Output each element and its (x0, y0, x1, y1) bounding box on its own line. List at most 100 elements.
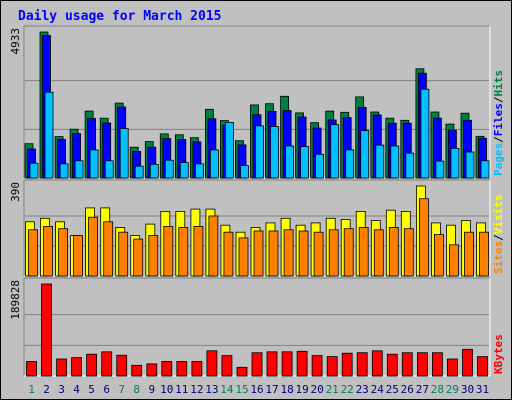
y-tick-label: 4933 (9, 28, 22, 55)
chart-panel-3: 189828 KBytes (9, 277, 505, 377)
bar-sites-day-31 (479, 231, 489, 277)
bar-sites-day-11 (178, 227, 189, 277)
bar-pages-day-7 (119, 128, 129, 179)
bar-kbytes-day-2 (41, 283, 52, 377)
bar-kbytes-day-20 (311, 355, 323, 377)
bar-sites-day-19 (298, 230, 309, 277)
x-tick-label-day-23: 23 (356, 383, 369, 396)
legend-entry-pages: Pages (492, 143, 505, 176)
x-tick-label-day-3: 3 (58, 383, 65, 396)
bar-pages-day-28 (435, 160, 445, 179)
bar-kbytes-day-13 (206, 350, 218, 377)
bar-kbytes-day-15 (236, 366, 248, 377)
bar-kbytes-day-17 (266, 351, 278, 377)
bar-sites-day-12 (193, 225, 204, 277)
bar-sites-day-16 (253, 230, 264, 277)
bar-sites-day-8 (133, 238, 144, 277)
bar-kbytes-day-19 (296, 350, 308, 377)
bar-pages-day-1 (29, 162, 39, 179)
bar-pages-day-19 (300, 146, 310, 179)
x-tick-label-day-24: 24 (371, 383, 385, 396)
legend: KBytes (492, 334, 505, 374)
bar-pages-day-6 (104, 160, 114, 179)
bar-kbytes-day-6 (101, 351, 113, 377)
bar-pages-day-27 (420, 88, 430, 179)
x-tick-label-day-1: 1 (28, 383, 35, 396)
x-tick-label-day-31: 31 (476, 383, 489, 396)
x-tick-label-day-2: 2 (43, 383, 50, 396)
x-tick-label-day-20: 20 (310, 383, 323, 396)
bar-kbytes-day-31 (477, 356, 488, 377)
bar-sites-day-14 (223, 231, 234, 277)
bar-sites-day-20 (313, 231, 324, 277)
bar-sites-day-5 (88, 216, 98, 277)
bar-pages-day-23 (360, 130, 370, 179)
bar-sites-day-2 (43, 225, 53, 277)
bar-sites-day-24 (373, 229, 384, 277)
legend-entry-files: Files (492, 103, 505, 136)
x-tick-label-day-18: 18 (280, 383, 293, 396)
bar-pages-day-16 (255, 125, 264, 179)
x-tick-label-day-10: 10 (160, 383, 173, 396)
bar-sites-day-26 (403, 228, 414, 277)
bar-sites-day-3 (58, 228, 68, 277)
chart-title: Daily usage for March 2015 (18, 9, 222, 24)
bar-kbytes-day-25 (386, 353, 398, 377)
x-tick-label-day-15: 15 (235, 383, 248, 396)
legend-entry-hits: Hits (492, 70, 505, 97)
bar-pages-day-21 (330, 124, 340, 179)
bar-kbytes-day-29 (446, 358, 458, 377)
bar-kbytes-day-24 (371, 350, 383, 377)
bar-pages-day-12 (194, 163, 204, 179)
bar-kbytes-day-21 (326, 356, 338, 377)
x-tick-label-day-14: 14 (220, 383, 234, 396)
bar-pages-day-8 (134, 165, 144, 179)
bar-kbytes-day-26 (401, 352, 413, 377)
legend-separator: / (492, 96, 505, 103)
bar-pages-day-29 (450, 147, 460, 179)
bar-kbytes-day-14 (221, 355, 233, 377)
x-tick-label-day-12: 12 (190, 383, 203, 396)
bar-sites-day-4 (73, 235, 83, 277)
x-tick-label-day-4: 4 (73, 383, 80, 396)
x-tick-label-day-8: 8 (133, 383, 140, 396)
x-tick-label-day-5: 5 (88, 383, 95, 396)
x-tick-label-day-22: 22 (341, 383, 354, 396)
bar-sites-day-10 (163, 225, 174, 277)
bar-pages-day-3 (59, 163, 69, 179)
bar-sites-day-28 (433, 234, 444, 277)
bar-kbytes-day-12 (191, 361, 203, 377)
bar-sites-day-18 (283, 229, 294, 277)
bar-sites-day-22 (343, 228, 354, 277)
bar-kbytes-day-10 (161, 361, 173, 377)
bar-kbytes-day-16 (251, 352, 263, 377)
bar-kbytes-day-22 (341, 352, 353, 377)
bar-kbytes-day-18 (281, 351, 293, 377)
bar-sites-day-6 (103, 221, 114, 277)
bar-pages-day-31 (480, 160, 490, 179)
bar-kbytes-day-9 (146, 363, 158, 377)
bar-sites-day-21 (328, 229, 339, 277)
x-tick-label-day-25: 25 (386, 383, 399, 396)
bar-sites-day-29 (448, 244, 459, 277)
legend-separator: / (492, 234, 505, 241)
x-tick-label-day-17: 17 (265, 383, 278, 396)
bar-kbytes-day-11 (176, 361, 188, 377)
bar-pages-day-4 (74, 160, 84, 179)
legend: Pages/Files/Hits (492, 70, 505, 176)
bar-sites-day-27 (418, 198, 429, 277)
bar-kbytes-day-5 (86, 353, 97, 377)
legend-entry-sites: Sites (492, 241, 505, 274)
bar-sites-day-1 (28, 229, 38, 277)
x-tick-label-day-21: 21 (326, 383, 339, 396)
bar-sites-day-9 (148, 235, 159, 277)
x-tick-label-day-7: 7 (118, 383, 125, 396)
bar-pages-day-2 (44, 91, 54, 179)
bar-pages-day-25 (390, 145, 400, 179)
legend-entry-visits: Visits (492, 195, 505, 235)
bar-pages-day-5 (89, 149, 99, 179)
bar-pages-day-20 (315, 153, 325, 179)
x-tick-label-day-30: 30 (461, 383, 474, 396)
bar-sites-day-7 (118, 231, 129, 277)
